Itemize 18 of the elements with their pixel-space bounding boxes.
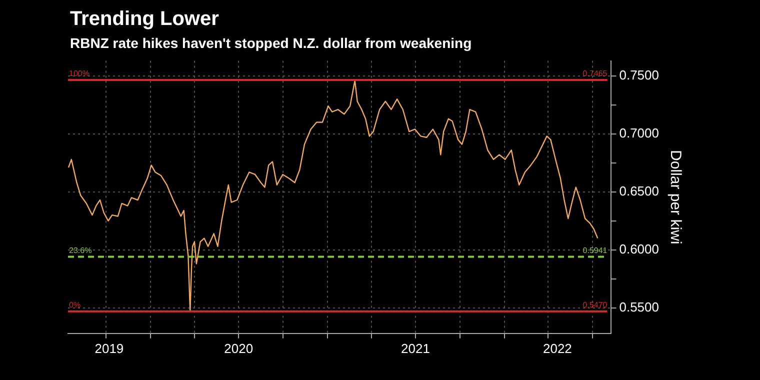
ref-line-label: 0.5941 — [582, 246, 608, 255]
y-tick-label: 0.5500 — [619, 299, 660, 314]
x-tick-label: 2021 — [401, 340, 430, 356]
y-tick-label: 0.6500 — [619, 183, 660, 198]
y-tick-label: 0.7500 — [619, 67, 660, 82]
x-tick-label: 2022 — [542, 340, 572, 356]
y-axis-title: Dollar per kiwi — [666, 150, 684, 244]
annotation: 0% — [69, 300, 81, 310]
y-tick-label: 0.6000 — [619, 241, 660, 256]
ref-line-label: 0.7465 — [582, 69, 608, 78]
y-tick-label: 0.7000 — [619, 125, 660, 140]
annotation: 23.6% — [69, 246, 92, 255]
chart-subtitle: RBNZ rate hikes haven't stopped N.Z. dollar from weakening — [70, 35, 472, 51]
ref-line-label: 0.5470 — [582, 300, 608, 310]
annotation: 100% — [69, 69, 90, 78]
x-tick-label: 2019 — [94, 340, 124, 356]
chart-title: Trending Lower — [70, 8, 219, 31]
x-tick-label: 2020 — [224, 340, 254, 356]
